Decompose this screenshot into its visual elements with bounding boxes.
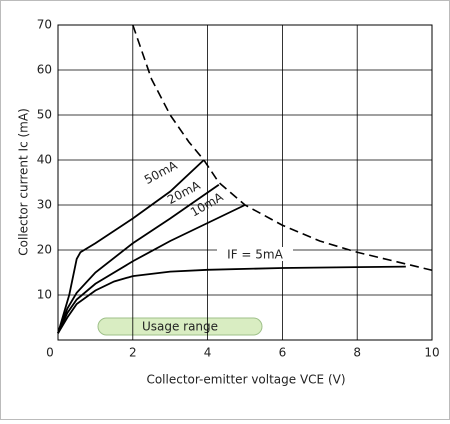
x-tick-label: 6 (279, 346, 287, 360)
y-tick-label: 50 (37, 108, 52, 122)
usage-range-label: Usage range (142, 320, 218, 334)
y-tick-label: 70 (37, 18, 52, 32)
curve (57, 265, 406, 334)
x-tick-label: 8 (353, 346, 361, 360)
curve (57, 184, 220, 334)
plot-area (57, 24, 433, 341)
limit-curve (132, 24, 433, 272)
label-bg (217, 247, 293, 261)
x-tick-label: 2 (129, 346, 137, 360)
y-tick-label: 60 (37, 63, 52, 77)
y-tick-label: 30 (37, 198, 52, 212)
curve (57, 204, 246, 334)
x-tick-label: 4 (204, 346, 212, 360)
x-tick-label: 10 (424, 346, 439, 360)
y-axis-label: Collector current Ic (mA) (17, 108, 31, 255)
x-axis-label: Collector-emitter voltage VCE (V) (146, 373, 345, 387)
x-tick-label: 0 (46, 346, 54, 360)
y-tick-label: 10 (37, 288, 52, 302)
y-tick-label: 40 (37, 153, 52, 167)
curve (57, 159, 205, 334)
usage-range-box (97, 317, 263, 336)
series-label: IF = 5mA (227, 248, 283, 262)
y-tick-label: 20 (37, 243, 52, 257)
